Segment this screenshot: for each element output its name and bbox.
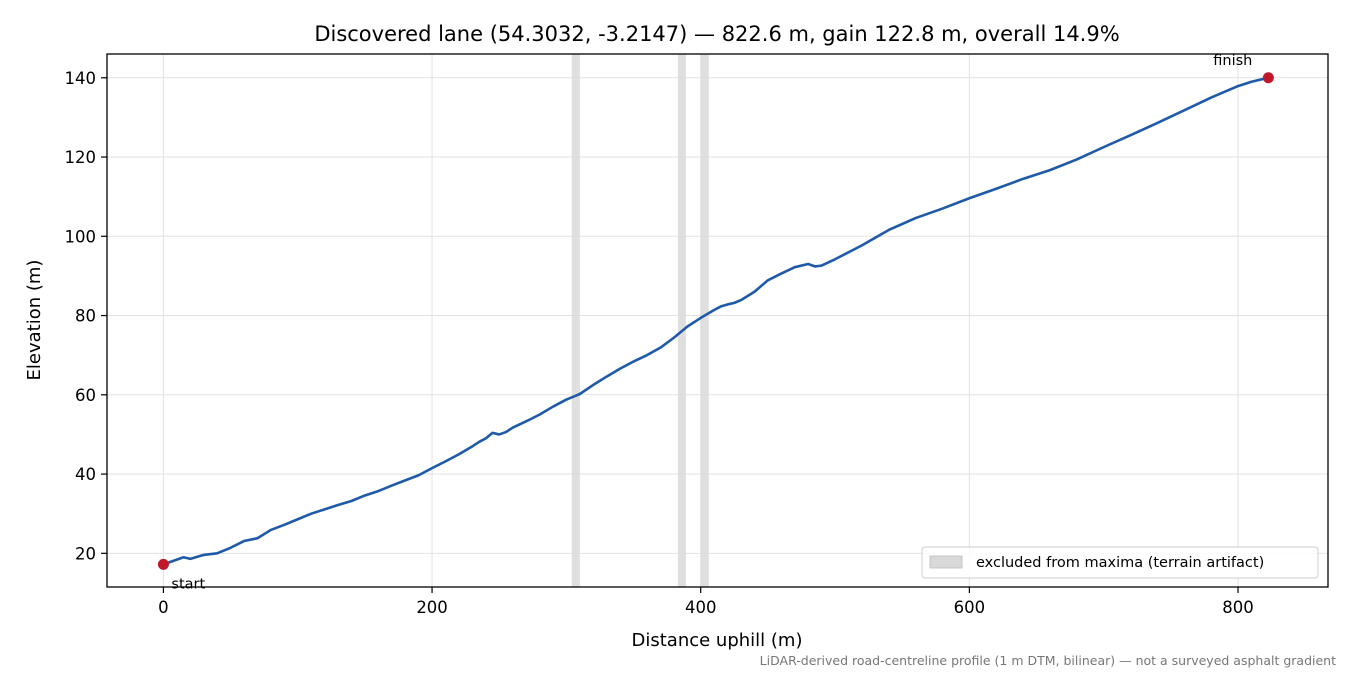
legend: excluded from maxima (terrain artifact): [921, 546, 1319, 579]
excluded-bands: [571, 54, 709, 587]
x-tick-label: 200: [416, 598, 448, 617]
y-tick-label: 60: [75, 386, 96, 405]
grid: [107, 54, 1328, 587]
y-tick-label: 20: [75, 544, 96, 563]
y-axis-label: Elevation (m): [24, 260, 45, 381]
x-tick-label: 0: [158, 598, 169, 617]
x-tick-label: 400: [685, 598, 717, 617]
start-point: [157, 558, 169, 570]
y-tick-label: 40: [75, 465, 96, 484]
elevation-line: [162, 76, 1270, 566]
start-label: start: [171, 576, 205, 592]
finish-point: [1262, 72, 1274, 84]
axis-ticks: 0 200 400 600 800 20 40 60 80 100 120 140: [65, 69, 1254, 617]
legend-box: [921, 546, 1319, 579]
x-tick-label: 600: [954, 598, 986, 617]
x-tick-label: 800: [1222, 598, 1254, 617]
excluded-band: [700, 54, 709, 587]
y-tick-label: 80: [75, 307, 96, 326]
x-axis-label: Distance uphill (m): [632, 630, 803, 651]
chart-title: Discovered lane (54.3032, -3.2147) — 822…: [314, 22, 1119, 46]
footnote: LiDAR-derived road-centreline profile (1…: [760, 653, 1336, 668]
excluded-band: [677, 54, 686, 587]
legend-swatch: [929, 555, 963, 569]
series-layer: start finish: [157, 53, 1274, 592]
y-tick-label: 100: [65, 227, 97, 246]
plot-frame: [106, 53, 1329, 588]
y-tick-label: 140: [65, 69, 97, 88]
excluded-band: [571, 54, 580, 587]
legend-label: excluded from maxima (terrain artifact): [976, 555, 1264, 571]
finish-label: finish: [1213, 53, 1252, 69]
y-tick-label: 120: [65, 148, 97, 167]
